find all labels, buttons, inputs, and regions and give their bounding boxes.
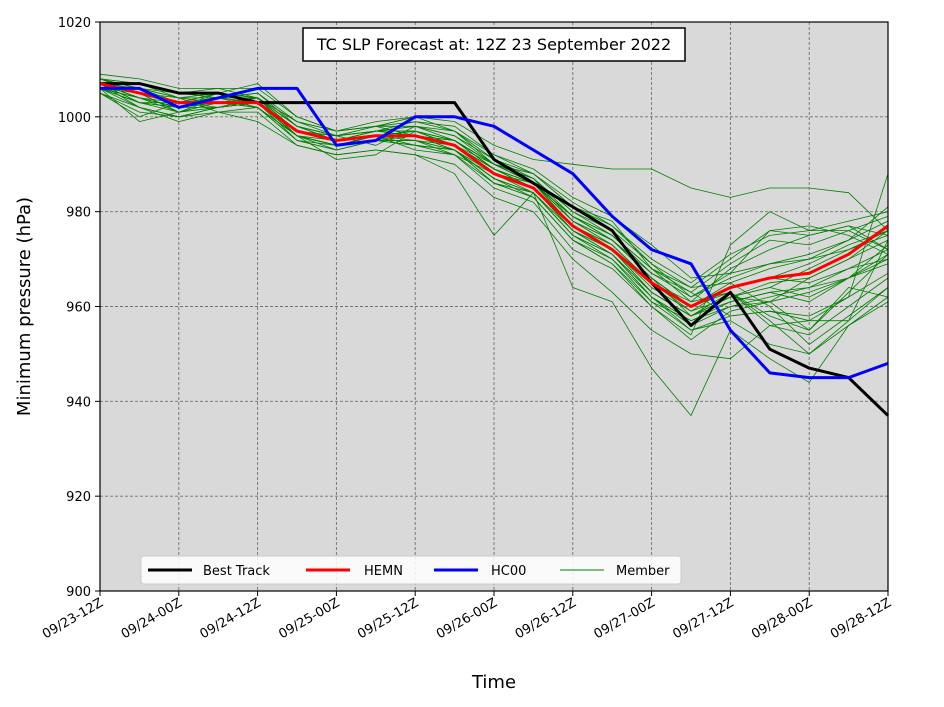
chart-title-box: TC SLP Forecast at: 12Z 23 September 202…: [302, 27, 686, 62]
member-line: [99, 88, 889, 317]
x-tick-label: 09/28-12Z: [828, 595, 894, 642]
y-tick-label: 1020: [58, 16, 91, 31]
x-tick-label: 09/27-12Z: [670, 595, 736, 642]
series-line-hemn: [99, 82, 889, 308]
x-tick-label: 09/26-12Z: [513, 595, 579, 642]
legend-frame: [140, 555, 682, 585]
x-tick-label: 09/25-00Z: [276, 595, 342, 642]
y-tick-label: 960: [66, 301, 91, 316]
chart-title: TC SLP Forecast at: 12Z 23 September 202…: [316, 35, 671, 54]
legend-label-best-track: Best Track: [203, 564, 270, 579]
x-axis-title: Time: [471, 672, 516, 693]
x-tick-label: 09/24-12Z: [198, 595, 264, 642]
chart-title-frame: [302, 27, 686, 62]
y-tick-label: 940: [66, 395, 91, 410]
y-axis-title: Minimum pressure (hPa): [14, 197, 35, 416]
legend-label-member: Member: [616, 564, 670, 579]
x-tick-label: 09/23-12Z: [40, 595, 106, 642]
member-line: [99, 78, 889, 336]
y-tick-label: 1000: [58, 111, 91, 126]
x-tick-label: 09/28-00Z: [749, 595, 815, 642]
x-tick-label: 09/26-00Z: [434, 595, 500, 642]
main-series-group: [99, 82, 890, 417]
x-axis-ticks: 09/23-12Z 09/24-00Z 09/24-12Z 09/25-00Z 09/2…: [40, 591, 894, 642]
y-axis-ticks: 900 920 940 960 980 1000 1020: [58, 16, 100, 600]
x-tick-label: 09/27-00Z: [592, 595, 658, 642]
grid-lines: [100, 22, 888, 591]
x-tick-label: 09/24-00Z: [119, 595, 185, 642]
chart-legend: Best Track HEMN HC00 Member: [140, 555, 682, 585]
member-line: [99, 83, 889, 417]
series-line-hc00: [100, 86, 889, 380]
member-line: [99, 83, 889, 231]
member-line: [99, 78, 889, 360]
y-tick-label: 920: [66, 490, 91, 505]
x-tick-label: 09/25-12Z: [355, 595, 421, 642]
y-tick-label: 900: [66, 585, 91, 600]
y-tick-label: 980: [66, 206, 91, 221]
legend-label-hc00: HC00: [491, 564, 526, 579]
legend-label-hemn: HEMN: [364, 564, 403, 579]
